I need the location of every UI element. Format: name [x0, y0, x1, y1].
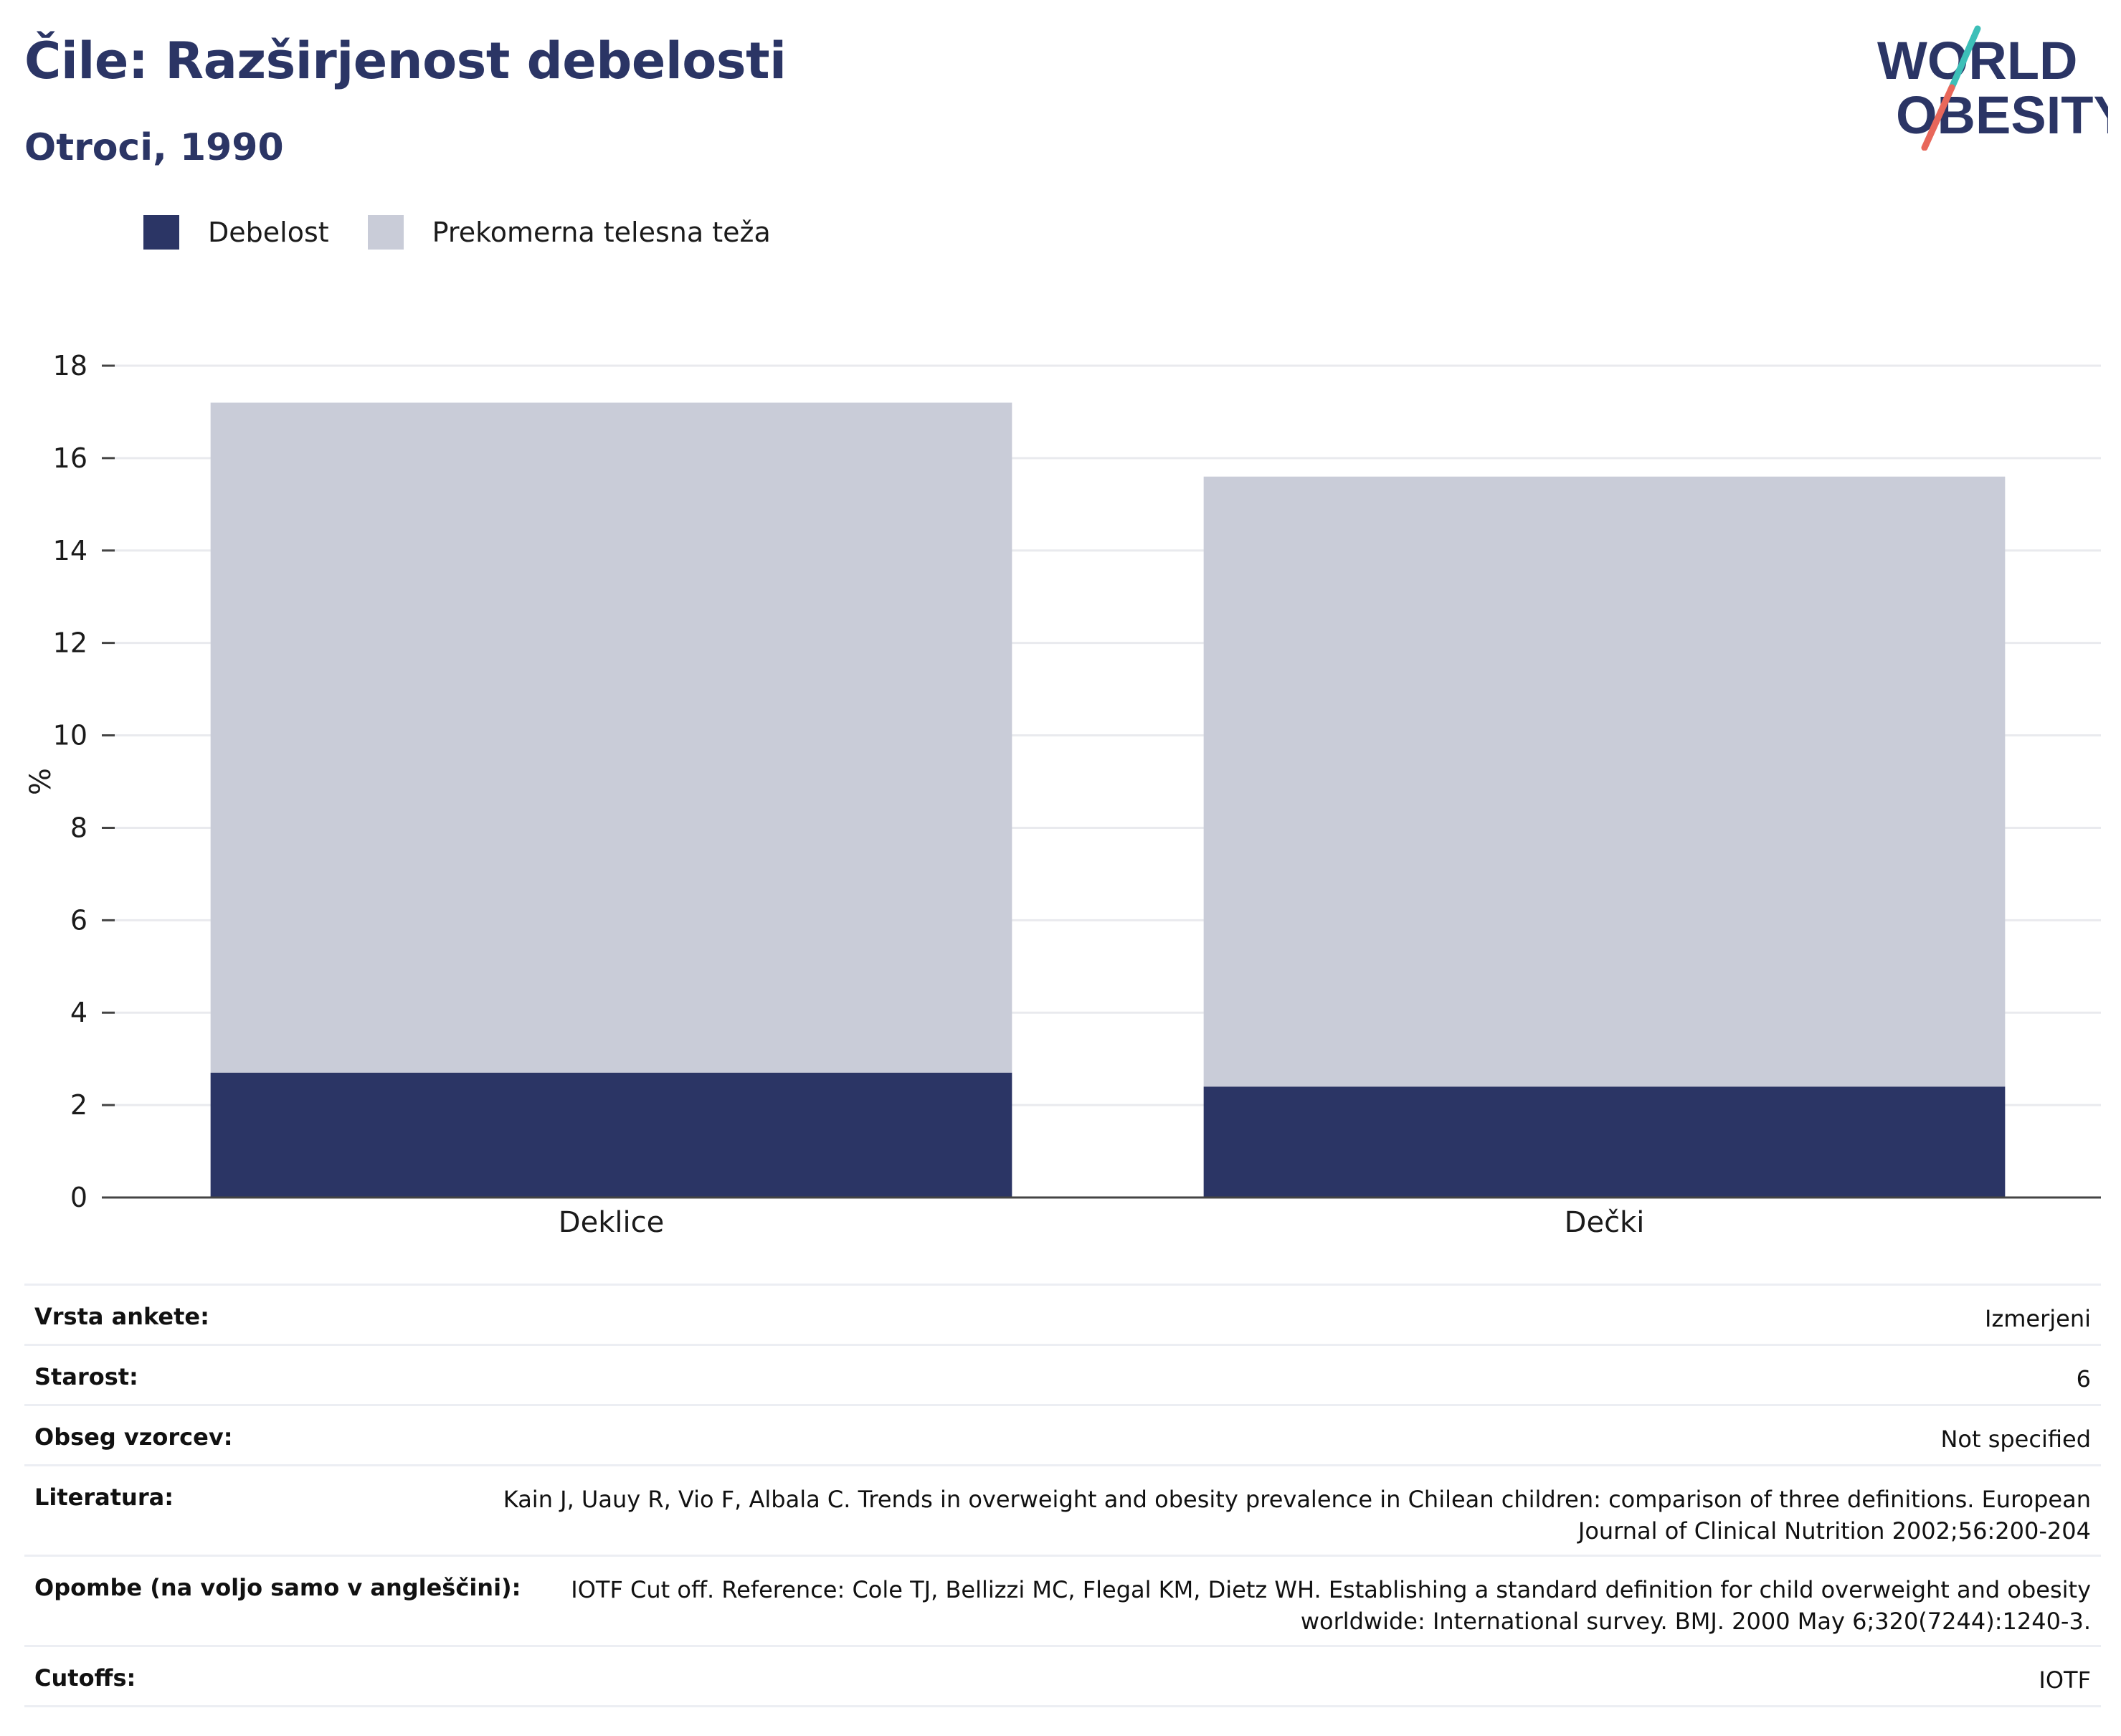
info-value: 6 [2076, 1365, 2091, 1393]
bar-overweight-1[interactable] [1203, 476, 2006, 1087]
info-label: Opombe (na voljo samo v angleščini): [34, 1574, 521, 1601]
y-tick-label: 14 [53, 535, 87, 566]
chart-legend: Debelost Prekomerna telesna teža [143, 214, 810, 251]
bar-obesity-1[interactable] [1203, 1086, 2006, 1197]
info-label: Obseg vzorcev: [34, 1423, 233, 1451]
logo-slash-bottom [1921, 84, 1955, 151]
info-value: IOTF [2039, 1666, 2091, 1694]
y-tick-label: 8 [70, 812, 87, 843]
legend-swatch-obesity [143, 215, 179, 250]
y-tick-label: 18 [53, 350, 87, 381]
info-label: Starost: [34, 1363, 138, 1390]
info-value: IOTF Cut off. Reference: Cole TJ, Belliz… [571, 1576, 2091, 1635]
info-row-survey-type: Vrsta ankete: Izmerjeni [24, 1286, 2101, 1346]
y-tick-label: 10 [53, 720, 87, 751]
y-tick-label: 4 [70, 997, 87, 1028]
y-tick-label: 16 [53, 442, 87, 474]
info-label: Vrsta ankete: [34, 1303, 209, 1330]
info-value: Kain J, Uauy R, Vio F, Albala C. Trends … [503, 1486, 2091, 1545]
info-value: Izmerjeni [1985, 1305, 2091, 1332]
logo-line1: WORLD [1877, 31, 2078, 90]
legend-item-overweight[interactable]: Prekomerna telesna teža [367, 215, 771, 250]
info-row-literature: Literatura: Kain J, Uauy R, Vio F, Albal… [24, 1466, 2101, 1557]
info-label: Literatura: [34, 1484, 174, 1511]
bar-overweight-0[interactable] [210, 402, 1012, 1073]
x-tick-label: Deklice [559, 1206, 664, 1239]
legend-swatch-overweight [367, 215, 404, 250]
legend-label-obesity: Debelost [208, 217, 329, 248]
logo-slash-top [1948, 25, 1981, 91]
info-label: Cutoffs: [34, 1664, 136, 1692]
x-tick-label: Dečki [1565, 1206, 1645, 1239]
y-axis-label: % [24, 768, 57, 795]
info-table: Vrsta ankete: Izmerjeni Starost: 6 Obseg… [24, 1284, 2101, 1707]
info-row-age: Starost: 6 [24, 1346, 2101, 1406]
y-tick-label: 6 [70, 904, 87, 936]
page-title: Čile: Razširjenost debelosti [24, 32, 787, 90]
legend-label-overweight: Prekomerna telesna teža [432, 217, 771, 248]
info-row-notes: Opombe (na voljo samo v angleščini): IOT… [24, 1557, 2101, 1647]
info-value: Not specified [1940, 1426, 2091, 1453]
page-subtitle: Otroci, 1990 [24, 126, 284, 169]
y-tick-label: 12 [53, 627, 87, 659]
bar-obesity-0[interactable] [210, 1073, 1012, 1197]
y-tick-label: 0 [70, 1182, 87, 1213]
bar-chart: 0 2 4 6 8 10 12 14 16 18% Deklice Dečki [24, 350, 2101, 1239]
world-obesity-logo: WORLD OBESITY [1877, 25, 2108, 151]
info-row-cutoffs: Cutoffs: IOTF [24, 1647, 2101, 1707]
legend-item-obesity[interactable]: Debelost [143, 215, 329, 250]
info-row-sample-size: Obseg vzorcev: Not specified [24, 1406, 2101, 1466]
y-tick-label: 2 [70, 1089, 87, 1121]
